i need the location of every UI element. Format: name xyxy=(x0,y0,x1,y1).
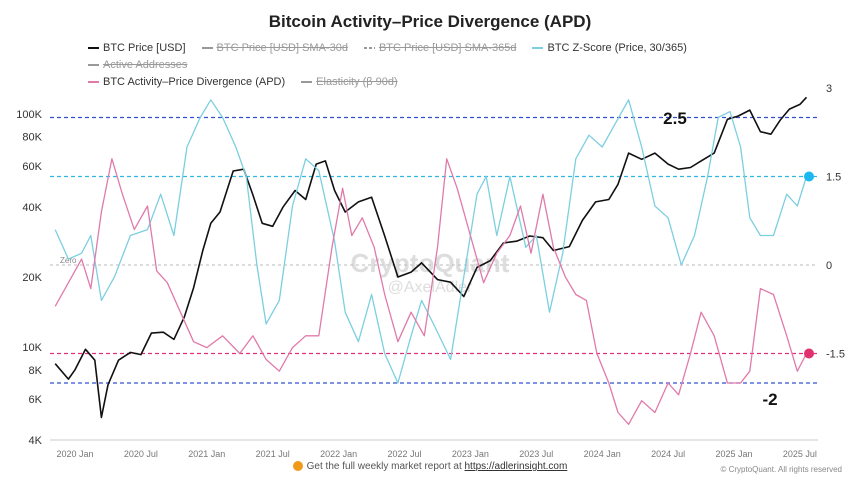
footer-text: Get the full weekly market report at xyxy=(306,461,465,472)
legend-swatch xyxy=(88,47,99,50)
legend-swatch xyxy=(301,81,313,84)
level-marker xyxy=(804,348,814,359)
x-tick-label: 2020 Jul xyxy=(124,449,158,459)
x-tick-label: 2021 Jan xyxy=(188,449,225,459)
legend-swatch xyxy=(201,47,213,50)
legend-swatch xyxy=(532,47,544,50)
left-tick-label: 100K xyxy=(16,109,42,121)
x-tick-label: 2022 Jul xyxy=(387,449,421,459)
x-tick-label: 2020 Jan xyxy=(56,449,93,459)
left-tick-label: 60K xyxy=(22,161,42,173)
copyright: © CryptoQuant. All rights reserved xyxy=(720,465,843,474)
left-tick-label: 10K xyxy=(22,342,42,354)
legend-item[interactable]: BTC Price [USD] SMA-30d xyxy=(201,40,348,57)
legend-swatch xyxy=(88,64,99,67)
x-tick-label: 2022 Jan xyxy=(320,449,357,459)
legend-item[interactable]: Elasticity (β 90d) xyxy=(301,74,398,91)
legend-label: Elasticity (β 90d) xyxy=(316,76,398,88)
legend-label: BTC Z-Score (Price, 30/365) xyxy=(547,42,687,54)
legend-item[interactable]: Active Addresses xyxy=(88,57,187,74)
series-line xyxy=(54,99,808,384)
right-tick-label: 3 xyxy=(826,83,832,95)
x-tick-label: 2025 Jul xyxy=(783,449,817,459)
right-tick-label: 0 xyxy=(826,260,832,272)
footer: Get the full weekly market report at htt… xyxy=(0,461,860,472)
right-tick-label: 1.5 xyxy=(826,172,841,184)
left-tick-label: 40K xyxy=(22,202,42,214)
left-tick-label: 80K xyxy=(22,132,42,144)
level-marker xyxy=(804,171,814,182)
legend-label: BTC Price [USD] SMA-365d xyxy=(378,42,517,54)
annotation-2-5: 2.5 xyxy=(663,109,687,128)
right-tick-label: -1.5 xyxy=(826,349,845,361)
legend-label: BTC Price [USD] SMA-30d xyxy=(216,42,348,54)
x-tick-label: 2025 Jan xyxy=(715,449,752,459)
x-tick-label: 2024 Jul xyxy=(651,449,685,459)
footer-link[interactable]: https://adlerinsight.com xyxy=(464,461,568,472)
legend-item[interactable]: BTC Price [USD] xyxy=(88,40,186,57)
legend-swatch xyxy=(88,81,99,84)
legend-item[interactable]: BTC Price [USD] SMA-365d xyxy=(363,40,517,57)
series-line xyxy=(54,158,808,425)
series-line xyxy=(54,96,808,419)
x-tick-label: 2023 Jan xyxy=(452,449,489,459)
x-tick-label: 2023 Jul xyxy=(519,449,553,459)
left-tick-label: 8K xyxy=(29,365,43,377)
annotation-minus-2: -2 xyxy=(762,390,777,409)
legend-label: BTC Price [USD] xyxy=(103,42,186,54)
zero-label: Zero xyxy=(60,256,77,265)
x-tick-label: 2021 Jul xyxy=(256,449,290,459)
x-tick-label: 2024 Jan xyxy=(584,449,621,459)
legend-label: Active Addresses xyxy=(103,59,188,71)
left-tick-label: 4K xyxy=(29,435,43,447)
legend-item[interactable]: BTC Z-Score (Price, 30/365) xyxy=(532,40,687,57)
chart-title: Bitcoin Activity–Price Divergence (APD) xyxy=(268,12,592,31)
legend-item[interactable]: BTC Activity–Price Divergence (APD) xyxy=(88,74,285,91)
legend: BTC Price [USD] BTC Price [USD] SMA-30d BT… xyxy=(88,40,808,91)
legend-label: BTC Activity–Price Divergence (APD) xyxy=(103,76,286,88)
legend-swatch xyxy=(363,47,375,50)
left-tick-label: 20K xyxy=(22,272,42,284)
coin-icon xyxy=(292,461,303,472)
left-tick-label: 6K xyxy=(29,394,43,406)
